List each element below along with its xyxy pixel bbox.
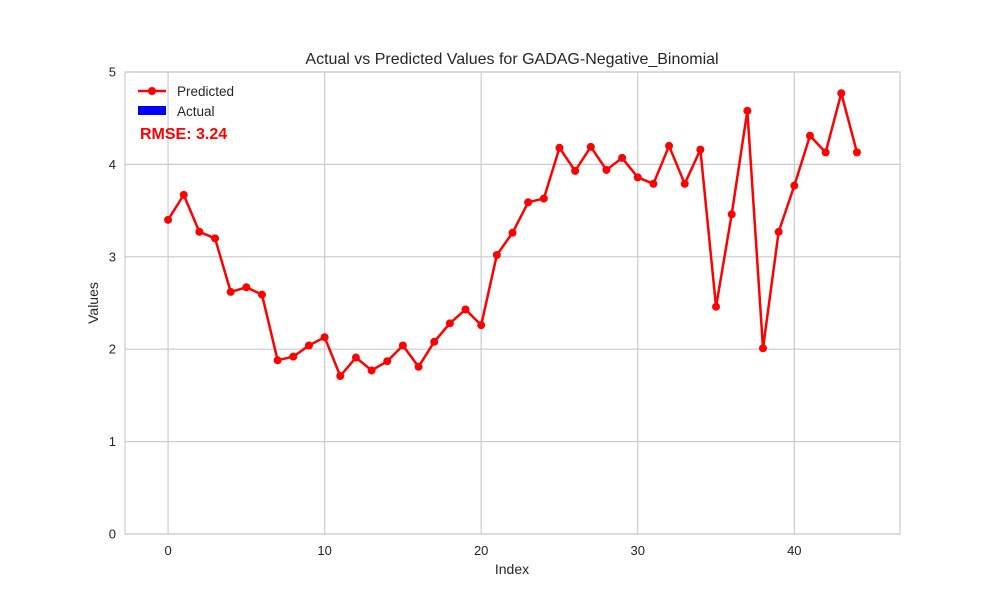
legend-actual-patch-icon xyxy=(138,106,166,115)
data-point-predicted xyxy=(539,194,548,203)
y-axis-label: Values xyxy=(85,282,101,324)
data-point-predicted xyxy=(351,353,360,362)
x-axis-label: Index xyxy=(495,561,529,577)
data-point-predicted xyxy=(524,198,533,207)
y-tick-label: 4 xyxy=(109,157,116,172)
data-point-predicted xyxy=(398,341,407,350)
grid-lines xyxy=(125,71,900,535)
data-point-predicted xyxy=(304,341,313,350)
x-tick-label: 40 xyxy=(787,543,801,558)
data-point-predicted xyxy=(571,166,580,175)
y-tick-label: 1 xyxy=(109,434,116,449)
x-tick-labels: 0 10 20 30 40 xyxy=(164,543,801,558)
data-point-predicted xyxy=(336,371,345,380)
data-point-predicted xyxy=(289,352,298,361)
data-point-predicted xyxy=(696,145,705,154)
y-tick-labels: 0 1 2 3 4 5 xyxy=(109,65,116,542)
data-point-predicted xyxy=(257,290,266,299)
x-tick-label: 20 xyxy=(474,543,488,558)
data-point-predicted xyxy=(743,106,752,115)
plot-area-frame xyxy=(124,71,901,535)
data-point-predicted xyxy=(320,333,329,342)
data-point-predicted xyxy=(586,142,595,151)
data-point-predicted xyxy=(383,357,392,366)
y-tick-label: 5 xyxy=(109,65,116,80)
data-point-predicted xyxy=(680,179,689,188)
data-point-predicted xyxy=(602,165,611,174)
data-point-predicted xyxy=(414,362,423,371)
data-point-predicted xyxy=(649,179,658,188)
data-point-predicted xyxy=(852,148,861,157)
y-tick-label: 0 xyxy=(109,527,116,542)
data-point-predicted xyxy=(164,215,173,224)
data-point-predicted xyxy=(179,190,188,199)
x-tick-label: 10 xyxy=(317,543,331,558)
series-layer xyxy=(164,89,861,380)
data-point-predicted xyxy=(461,305,470,314)
legend-predicted-label: Predicted xyxy=(177,84,234,99)
data-point-predicted xyxy=(837,89,846,98)
data-point-predicted xyxy=(665,141,674,150)
y-tick-label: 3 xyxy=(109,249,116,264)
data-point-predicted xyxy=(195,227,204,236)
data-point-predicted xyxy=(618,153,627,162)
data-point-predicted xyxy=(242,283,251,292)
x-tick-label: 30 xyxy=(631,543,645,558)
data-point-predicted xyxy=(477,321,486,330)
legend-actual-label: Actual xyxy=(177,104,215,119)
x-tick-label: 0 xyxy=(164,543,171,558)
data-point-predicted xyxy=(727,210,736,219)
data-point-predicted xyxy=(555,143,564,152)
data-point-predicted xyxy=(226,287,235,296)
data-point-predicted xyxy=(508,228,517,237)
data-point-predicted xyxy=(367,366,376,375)
data-point-predicted xyxy=(273,356,282,365)
data-point-predicted xyxy=(430,337,439,346)
data-point-predicted xyxy=(633,173,642,182)
legend-predicted-marker-icon xyxy=(148,87,156,95)
data-point-predicted xyxy=(805,131,814,140)
data-point-predicted xyxy=(821,148,830,157)
data-point-predicted xyxy=(445,319,454,328)
data-point-predicted xyxy=(790,181,799,190)
y-tick-label: 2 xyxy=(109,342,116,357)
data-point-predicted xyxy=(759,344,768,353)
chart-title: Actual vs Predicted Values for GADAG-Neg… xyxy=(305,51,718,68)
data-point-predicted xyxy=(211,234,220,243)
data-point-predicted xyxy=(774,227,783,236)
rmse-annotation: RMSE: 3.24 xyxy=(140,126,227,143)
data-point-predicted xyxy=(492,250,501,259)
data-point-predicted xyxy=(712,302,721,311)
legend: Predicted Actual xyxy=(138,84,234,119)
